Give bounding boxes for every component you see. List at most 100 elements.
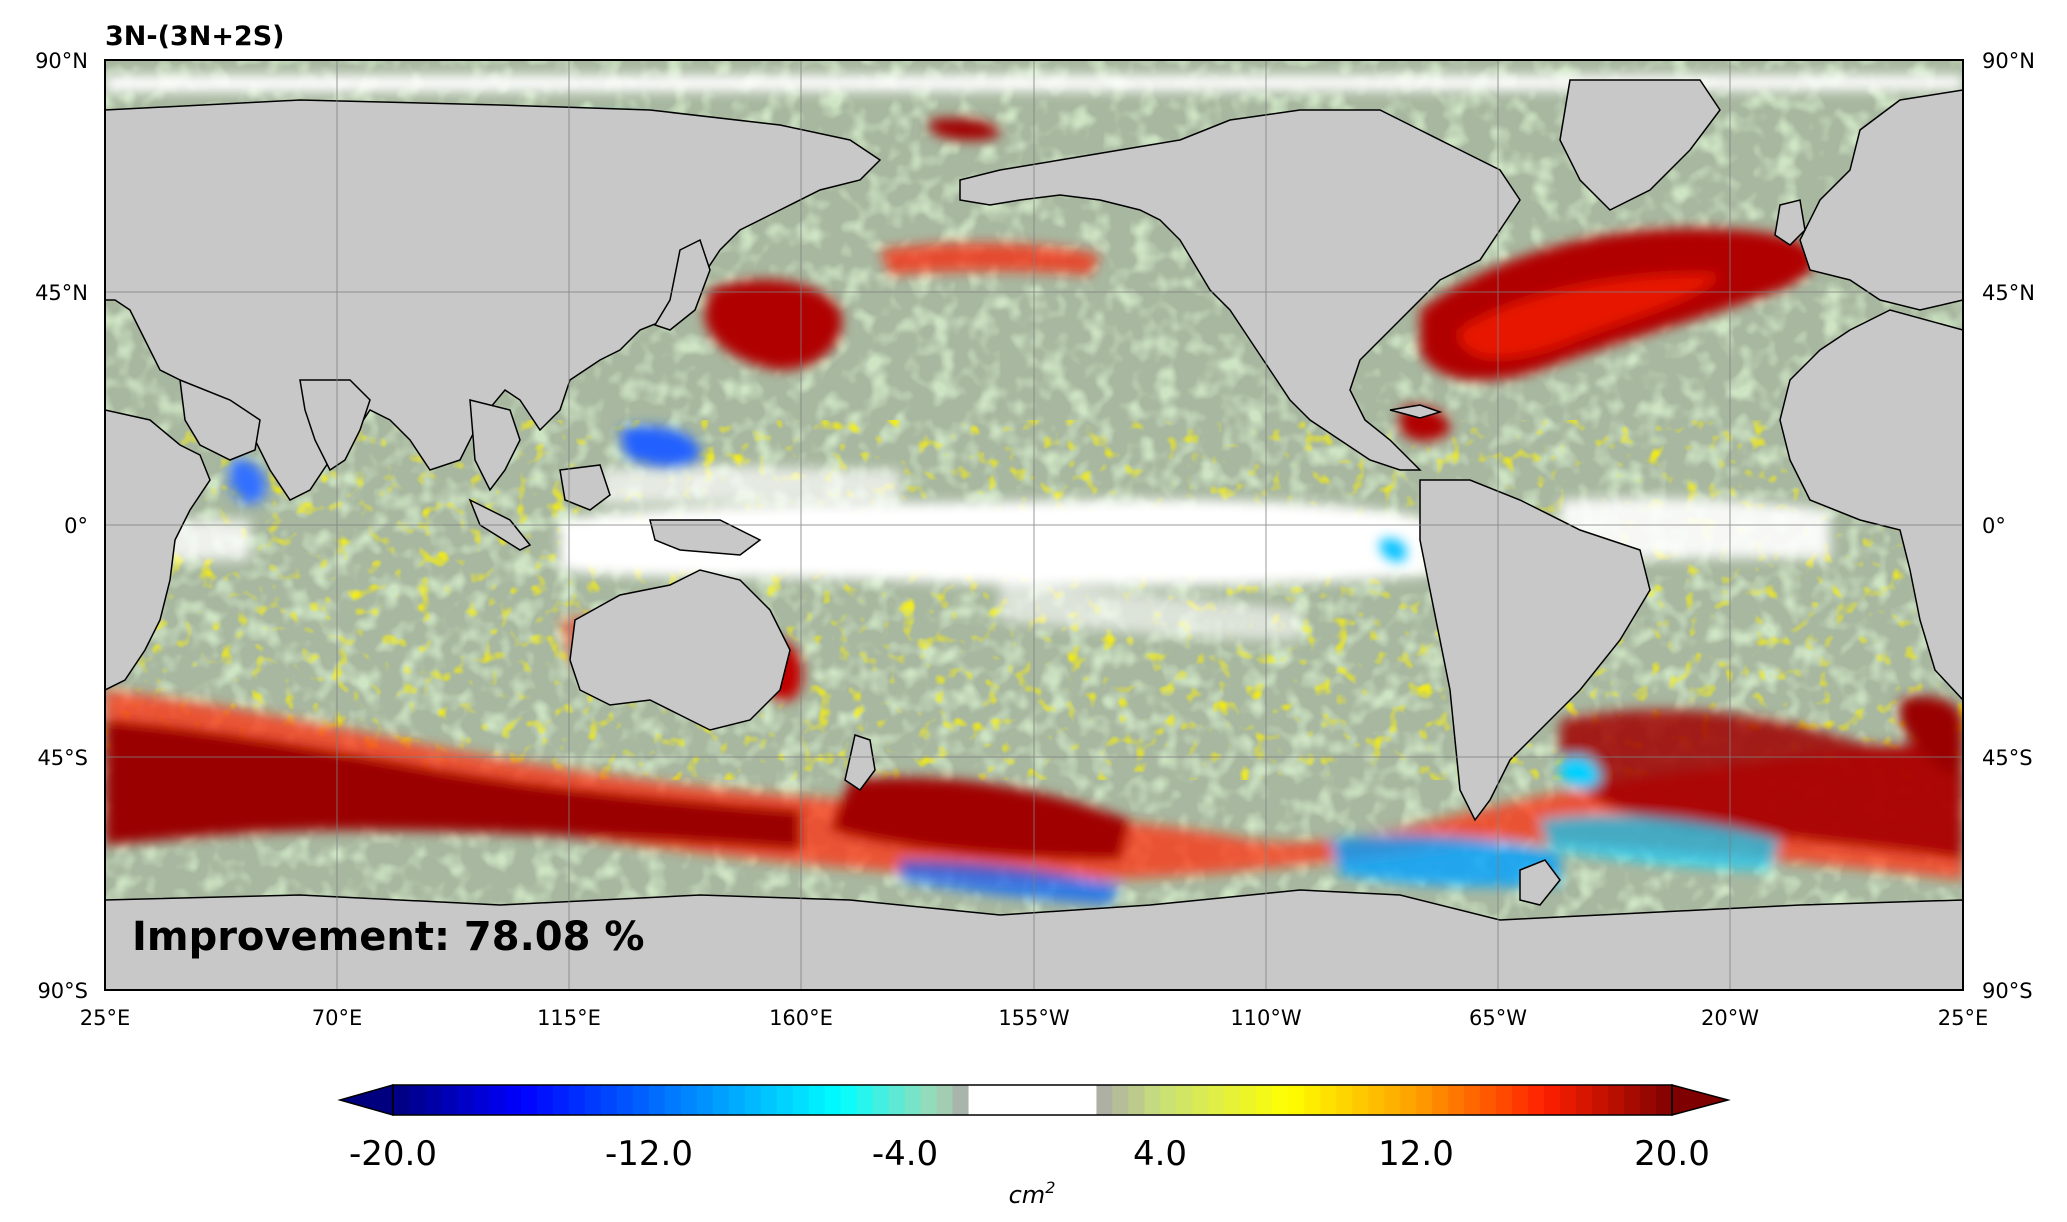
- colorbar-min-extension: [337, 1084, 394, 1116]
- colorbar-cell: [1368, 1085, 1385, 1115]
- colorbar-cell: [1240, 1085, 1257, 1115]
- colorbar-cell: [600, 1085, 618, 1115]
- colorbar-cell: [1176, 1085, 1193, 1115]
- colorbar-cell: [1416, 1085, 1433, 1115]
- colorbar-cell: [936, 1085, 954, 1115]
- colorbar-cell: [1096, 1085, 1114, 1115]
- colorbar-cell: [824, 1085, 842, 1115]
- colorbar-cell: [1512, 1085, 1529, 1115]
- lat-ticks-left: 90°N 45°N 0° 45°S 90°S: [35, 49, 88, 1003]
- colorbar-cell: [1400, 1085, 1417, 1115]
- colorbar-cell: [1128, 1085, 1146, 1115]
- colorbar-cell: [520, 1085, 538, 1115]
- colorbar-cell: [1608, 1085, 1625, 1115]
- land-australia: [569, 569, 791, 731]
- colorbar-cell: [1304, 1085, 1321, 1115]
- colorbar-cell: [856, 1085, 874, 1115]
- colorbar-cell: [424, 1085, 442, 1115]
- map-panel: Improvement: 78.08 %: [105, 60, 1963, 990]
- colorbar-frame: [392, 1084, 1673, 1116]
- lat-tick-left: 45°S: [37, 746, 88, 770]
- colorbar-cell: [1592, 1085, 1609, 1115]
- colorbar-cell: [904, 1085, 922, 1115]
- lat-tick-right: 45°N: [1982, 281, 2035, 305]
- colorbar-cell: [472, 1085, 490, 1115]
- colorbar-ticks: -20.0 -12.0 -4.0 4.0 12.0 20.0: [349, 1134, 1710, 1174]
- colorbar-tick: 4.0: [1133, 1134, 1187, 1174]
- colorbar-cell: [393, 1085, 410, 1115]
- colorbar-cell: [1544, 1085, 1561, 1115]
- lon-tick: 25°E: [1938, 1006, 1989, 1030]
- colorbar-unit-exponent: 2: [1045, 1178, 1055, 1197]
- colorbar-cell: [1032, 1085, 1050, 1115]
- lat-tick-right: 90°S: [1982, 979, 2033, 1003]
- colorbar-unit-base: cm: [1009, 1181, 1046, 1209]
- colorbar-cell: [1192, 1085, 1209, 1115]
- colorbar-cell: [568, 1085, 586, 1115]
- lon-tick: 20°W: [1701, 1006, 1759, 1030]
- colorbar-cell: [1000, 1085, 1018, 1115]
- colorbar-cell: [1496, 1085, 1513, 1115]
- colorbar-cell: [968, 1085, 986, 1115]
- land-europe-east: [1799, 89, 1963, 311]
- colorbar-cell: [1224, 1085, 1241, 1115]
- lon-tick: 65°W: [1469, 1006, 1527, 1030]
- colorbar-cell: [792, 1085, 810, 1115]
- colorbar-cell: [536, 1085, 554, 1115]
- colorbar-cell: [1624, 1085, 1641, 1115]
- lat-tick-right: 0°: [1982, 514, 2006, 538]
- colorbar-cell: [1480, 1085, 1497, 1115]
- colorbar-cell: [1016, 1085, 1034, 1115]
- lon-tick: 160°E: [769, 1006, 833, 1030]
- lat-tick-left: 90°S: [37, 979, 88, 1003]
- land-british-isles: [1774, 199, 1806, 246]
- colorbar-cell: [760, 1085, 778, 1115]
- lon-tick: 25°E: [80, 1006, 131, 1030]
- map-frame: [104, 59, 1964, 991]
- colorbar-max-extension: [1671, 1084, 1731, 1116]
- colorbar-cell: [1064, 1085, 1082, 1115]
- colorbar-cell: [1528, 1085, 1545, 1115]
- colorbar-cell: [456, 1085, 474, 1115]
- land-greenland: [1559, 79, 1721, 211]
- colorbar-cell: [952, 1085, 970, 1115]
- gridlines: [105, 60, 1963, 990]
- colorbar-cell: [584, 1085, 602, 1115]
- colorbar-cell: [1144, 1085, 1161, 1115]
- colorbar-cell: [1080, 1085, 1098, 1115]
- colorbar-cell: [744, 1085, 762, 1115]
- land-new-guinea: [649, 519, 762, 556]
- colorbar-cell: [872, 1085, 890, 1115]
- land-south-america: [1419, 479, 1651, 822]
- colorbar-cell: [1560, 1085, 1577, 1115]
- colorbar-cell: [1656, 1085, 1673, 1115]
- land-north-america: [959, 109, 1521, 471]
- lat-tick-left: 90°N: [35, 49, 88, 73]
- colorbar-cell: [1640, 1085, 1657, 1115]
- colorbar-cell: [408, 1085, 426, 1115]
- colorbar-cells: [393, 1085, 1673, 1115]
- colorbar-cell: [696, 1085, 714, 1115]
- colorbar-cell: [1160, 1085, 1177, 1115]
- colorbar-unit: cm2: [1009, 1178, 1056, 1209]
- colorbar-cell: [1352, 1085, 1369, 1115]
- colorbar-cell: [616, 1085, 634, 1115]
- lon-tick: 70°E: [312, 1006, 363, 1030]
- colorbar-cell: [440, 1085, 458, 1115]
- land-japan: [653, 238, 711, 331]
- lon-ticks: 25°E 70°E 115°E 160°E 155°W 110°W 65°W 2…: [80, 1006, 1989, 1030]
- colorbar-cell: [1256, 1085, 1273, 1115]
- land-southeast-asia: [469, 399, 521, 492]
- colorbar-cell: [728, 1085, 746, 1115]
- land-new-zealand: [844, 734, 876, 792]
- colorbar-cell: [648, 1085, 666, 1115]
- land-antarctic-peninsula: [1519, 859, 1561, 906]
- colorbar-tick: 12.0: [1378, 1134, 1454, 1174]
- map-title: 3N-(3N+2S): [105, 21, 285, 52]
- colorbar-cell: [1336, 1085, 1353, 1115]
- colorbar-cell: [1464, 1085, 1481, 1115]
- colorbar-cell: [1272, 1085, 1289, 1115]
- colorbar-cell: [1112, 1085, 1130, 1115]
- land-borneo: [559, 464, 611, 511]
- lon-tick: 155°W: [998, 1006, 1070, 1030]
